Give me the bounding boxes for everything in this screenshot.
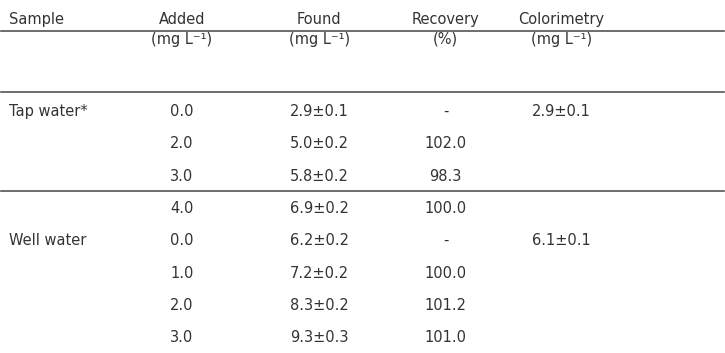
- Text: 4.0: 4.0: [170, 201, 194, 216]
- Text: 2.9±0.1: 2.9±0.1: [290, 104, 349, 119]
- Text: 102.0: 102.0: [425, 137, 467, 151]
- Text: 6.2±0.2: 6.2±0.2: [290, 233, 349, 248]
- Text: 6.1±0.1: 6.1±0.1: [531, 233, 590, 248]
- Text: 5.0±0.2: 5.0±0.2: [290, 137, 349, 151]
- Text: 7.2±0.2: 7.2±0.2: [289, 265, 349, 281]
- Text: 100.0: 100.0: [425, 265, 467, 281]
- Text: 2.9±0.1: 2.9±0.1: [531, 104, 591, 119]
- Text: Found
(mg L⁻¹): Found (mg L⁻¹): [289, 12, 349, 47]
- Text: 98.3: 98.3: [429, 169, 462, 184]
- Text: 8.3±0.2: 8.3±0.2: [290, 298, 349, 313]
- Text: Sample: Sample: [9, 12, 64, 27]
- Text: 9.3±0.3: 9.3±0.3: [290, 330, 349, 345]
- Text: 101.0: 101.0: [425, 330, 467, 345]
- Text: 2.0: 2.0: [170, 298, 194, 313]
- Text: Recovery
(%): Recovery (%): [412, 12, 479, 47]
- Text: 0.0: 0.0: [170, 104, 194, 119]
- Text: 3.0: 3.0: [170, 330, 194, 345]
- Text: 1.0: 1.0: [170, 265, 194, 281]
- Text: 6.9±0.2: 6.9±0.2: [290, 201, 349, 216]
- Text: 100.0: 100.0: [425, 201, 467, 216]
- Text: 3.0: 3.0: [170, 169, 194, 184]
- Text: Added
(mg L⁻¹): Added (mg L⁻¹): [152, 12, 212, 47]
- Text: 0.0: 0.0: [170, 233, 194, 248]
- Text: Colorimetry
(mg L⁻¹): Colorimetry (mg L⁻¹): [518, 12, 604, 47]
- Text: -: -: [443, 104, 448, 119]
- Text: 101.2: 101.2: [425, 298, 467, 313]
- Text: Well water: Well water: [9, 233, 86, 248]
- Text: 5.8±0.2: 5.8±0.2: [290, 169, 349, 184]
- Text: Tap water*: Tap water*: [9, 104, 87, 119]
- Text: -: -: [443, 233, 448, 248]
- Text: 2.0: 2.0: [170, 137, 194, 151]
